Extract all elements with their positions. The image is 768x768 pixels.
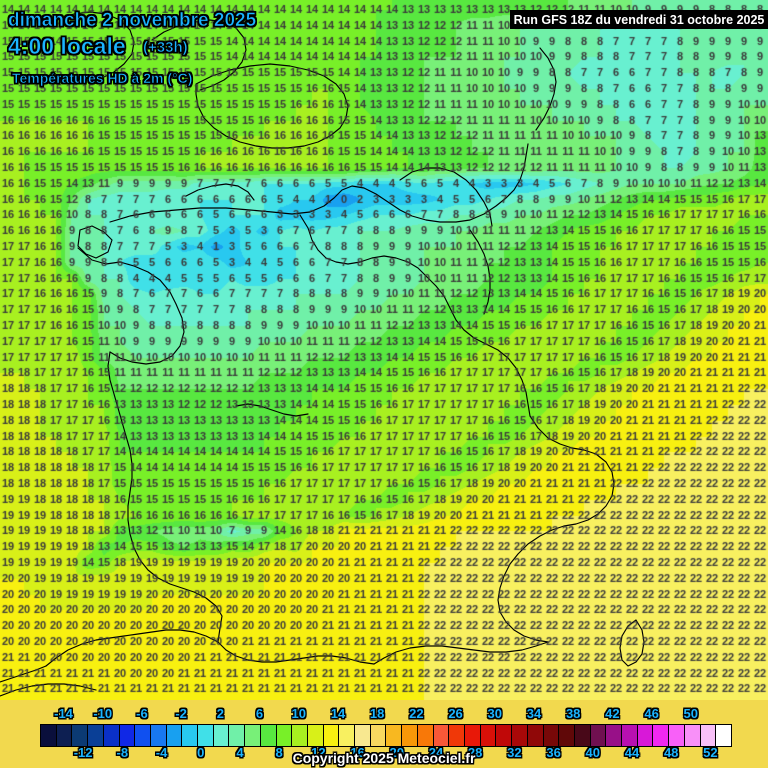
legend-tick-label: 42 xyxy=(605,706,620,721)
legend-swatch xyxy=(166,725,183,746)
legend-swatch xyxy=(637,725,654,746)
forecast-date-label: dimanche 2 novembre 2025 xyxy=(8,10,257,32)
legend-swatch xyxy=(323,725,340,746)
legend-tick-label: -6 xyxy=(136,706,148,721)
temperature-value-grid xyxy=(0,0,768,700)
legend-swatch xyxy=(370,725,387,746)
legend-tick-label: 44 xyxy=(624,745,640,760)
legend-tick-label: 2 xyxy=(216,706,224,721)
legend-swatch xyxy=(433,725,450,746)
legend-tick-label: 26 xyxy=(448,706,463,721)
legend-tick-label: -10 xyxy=(93,706,113,721)
legend-swatch xyxy=(496,725,513,746)
legend-swatch xyxy=(150,725,167,746)
legend-tick-label: 50 xyxy=(683,706,699,721)
legend-tick-label: 10 xyxy=(291,706,306,721)
legend-swatch xyxy=(198,725,214,746)
legend-swatch xyxy=(213,725,230,746)
legend-tick-label: 24 xyxy=(428,745,444,760)
legend-tick-label: 30 xyxy=(487,706,502,721)
legend-tick-label: -2 xyxy=(175,706,187,721)
legend-swatch xyxy=(527,725,544,746)
legend-swatch xyxy=(590,725,607,746)
legend-tick-label: 4 xyxy=(236,745,244,760)
legend-swatch xyxy=(559,725,575,746)
legend-tick-label: 36 xyxy=(546,745,561,760)
legend-swatch xyxy=(543,725,560,746)
legend-tick-label: -12 xyxy=(73,745,93,760)
legend-tick-label: 16 xyxy=(350,745,365,760)
legend-swatch xyxy=(41,725,57,746)
legend-tick-label: 38 xyxy=(565,706,581,721)
temperature-color-legend: -14 -10 -6 -2 2 6 10 14 18 22 26 30 34 38 42 46 50 -12 -8… xyxy=(0,700,768,768)
legend-swatch xyxy=(622,725,638,746)
legend-tick-label: 14 xyxy=(330,706,346,721)
legend-tick-label: 52 xyxy=(703,745,718,760)
legend-tick-label: 20 xyxy=(389,745,404,760)
model-run-header: Run GFS 18Z du vendredi 31 octobre 2025 xyxy=(510,10,768,29)
legend-swatch xyxy=(684,725,701,746)
legend-swatch xyxy=(512,725,528,746)
legend-swatch xyxy=(464,725,481,746)
legend-swatch xyxy=(307,725,324,746)
temperature-map xyxy=(0,0,768,700)
legend-swatch xyxy=(229,725,246,746)
parameter-label: Températures HD à 2m (°C) xyxy=(12,70,193,87)
legend-tick-label: 0 xyxy=(197,745,205,760)
legend-tick-label: 46 xyxy=(644,706,659,721)
legend-swatch xyxy=(716,725,731,746)
legend-swatch xyxy=(135,725,151,746)
legend-swatch xyxy=(182,725,199,746)
legend-tick-label: 22 xyxy=(409,706,424,721)
legend-tick-label: -14 xyxy=(54,706,73,721)
legend-swatch xyxy=(574,725,591,746)
legend-swatch xyxy=(606,725,623,746)
legend-swatch xyxy=(103,725,120,746)
legend-tick-label: 8 xyxy=(275,745,283,760)
legend-swatch xyxy=(119,725,136,746)
legend-swatch xyxy=(669,725,685,746)
legend-swatch xyxy=(480,725,497,746)
legend-tick-label: 28 xyxy=(467,745,483,760)
copyright-notice: Copyright 2025 Meteociel.fr xyxy=(292,750,476,766)
forecast-lead-time-label: (+33h) xyxy=(143,39,188,57)
legend-swatch xyxy=(402,725,418,746)
legend-tick-label: 32 xyxy=(507,745,522,760)
legend-swatch xyxy=(56,725,73,746)
legend-tick-label: 18 xyxy=(369,706,385,721)
legend-tick-label: -8 xyxy=(116,745,129,760)
legend-tick-label: -4 xyxy=(155,745,168,760)
legend-tick-label: 40 xyxy=(585,745,601,760)
legend-swatch xyxy=(417,725,434,746)
legend-swatch xyxy=(386,725,403,746)
legend-tick-label: 6 xyxy=(255,706,264,721)
color-scale-bar xyxy=(40,724,732,747)
legend-tick-label: 34 xyxy=(526,706,542,721)
forecast-time-label: 4:00 locale xyxy=(8,33,126,60)
legend-swatch xyxy=(355,725,371,746)
legend-swatch xyxy=(339,725,356,746)
legend-swatch xyxy=(260,725,277,746)
legend-swatch xyxy=(449,725,465,746)
legend-tick-label: 48 xyxy=(663,745,679,760)
legend-swatch xyxy=(292,725,308,746)
legend-swatch xyxy=(276,725,293,746)
legend-swatch xyxy=(88,725,104,746)
legend-swatch xyxy=(700,725,717,746)
legend-swatch xyxy=(72,725,89,746)
legend-swatch xyxy=(653,725,670,746)
legend-swatch xyxy=(245,725,261,746)
legend-tick-label: 12 xyxy=(311,745,326,760)
